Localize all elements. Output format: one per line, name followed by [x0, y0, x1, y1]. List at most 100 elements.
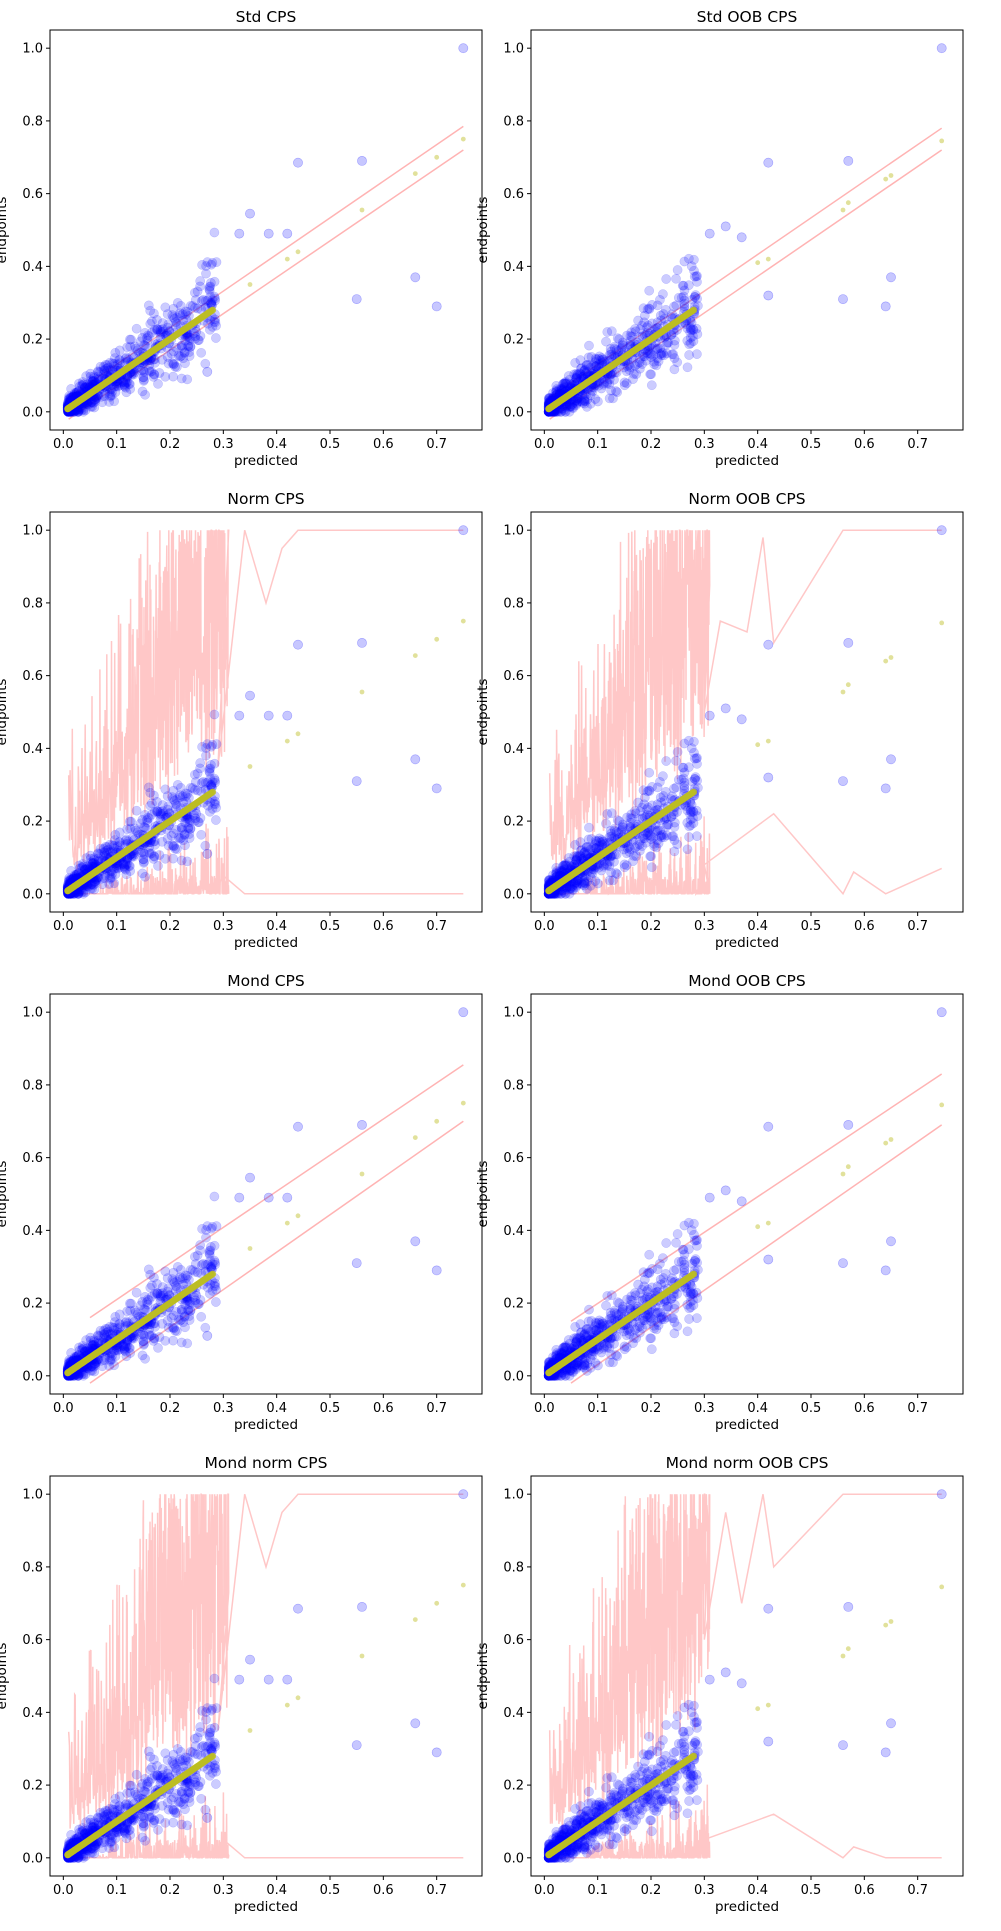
chart-5-x-ticks: 0.0 0.1 0.2 0.3 0.4 0.5 0.6 0.7	[53, 1394, 447, 1416]
x-tick-label: 0.5	[801, 919, 822, 934]
endpoint-point	[676, 292, 687, 303]
endpoint-point	[183, 341, 194, 352]
endpoint-point	[682, 817, 693, 828]
endpoint-point	[148, 836, 159, 847]
endpoint-point	[80, 864, 91, 875]
endpoint-point	[763, 157, 774, 168]
endpoint-point	[572, 369, 583, 380]
endpoint-point	[351, 1258, 362, 1268]
endpoint-point	[124, 1342, 134, 1353]
endpoint-point	[677, 280, 688, 291]
endpoint-point	[138, 376, 149, 386]
chart-3-y-axis-label: endpoints	[0, 679, 10, 746]
endpoint-point	[131, 323, 142, 334]
endpoint-point	[647, 318, 657, 329]
endpoint-point	[604, 856, 615, 867]
endpoint-point	[97, 397, 108, 408]
endpoint-point	[121, 869, 132, 880]
endpoint-point	[148, 354, 159, 365]
endpoint-point	[689, 254, 699, 265]
endpoint-point	[617, 821, 628, 832]
endpoint-point	[146, 1291, 157, 1302]
endpoint-point	[689, 747, 699, 758]
endpoint-point	[597, 357, 607, 368]
x-tick-label: 0.0	[53, 919, 74, 934]
x-tick-label: 0.5	[320, 437, 341, 452]
chart-2-endpoint-points	[543, 43, 947, 417]
endpoint-point	[678, 762, 689, 773]
endpoint-point	[684, 832, 694, 842]
endpoint-point	[112, 359, 123, 370]
endpoint-point	[211, 333, 221, 343]
endpoint-point	[194, 335, 204, 345]
endpoint-point	[140, 809, 150, 820]
endpoint-point	[689, 292, 700, 302]
endpoint-point	[152, 807, 163, 817]
endpoint-point	[114, 358, 125, 369]
endpoint-point	[552, 384, 562, 394]
endpoint-point	[594, 358, 605, 369]
endpoint-point	[110, 387, 121, 398]
endpoint-point	[642, 809, 653, 820]
endpoint-point	[575, 355, 586, 365]
endpoint-point	[120, 382, 131, 393]
endpoint-point	[661, 821, 672, 832]
endpoint-point	[85, 883, 96, 894]
endpoint-point	[671, 782, 682, 793]
endpoint-point	[624, 360, 634, 370]
endpoint-point	[129, 1331, 140, 1342]
endpoint-point	[204, 285, 215, 296]
endpoint-point	[101, 845, 112, 856]
endpoint-point	[149, 308, 159, 319]
endpoint-point	[111, 861, 122, 872]
endpoint-point	[185, 300, 196, 311]
endpoint-point	[685, 323, 696, 334]
chart-3-plot-area	[62, 525, 469, 899]
endpoint-point	[631, 369, 642, 379]
endpoint-point	[661, 756, 672, 766]
endpoint-point	[183, 1304, 194, 1315]
endpoint-point	[99, 847, 109, 857]
endpoint-point	[559, 378, 570, 389]
endpoint-point	[572, 875, 583, 886]
endpoint-point	[196, 829, 207, 840]
endpoint-point	[936, 525, 947, 536]
endpoint-point	[682, 323, 693, 334]
endpoint-point	[86, 375, 97, 386]
endpoint-point	[669, 353, 680, 363]
endpoint-point	[107, 387, 118, 397]
endpoint-point	[652, 317, 663, 328]
y-tick-label: 1.0	[503, 42, 524, 57]
endpoint-point	[559, 405, 570, 415]
endpoint-point	[576, 845, 587, 855]
endpoint-point	[582, 402, 592, 412]
endpoint-point	[119, 862, 130, 873]
endpoint-point	[569, 859, 580, 870]
endpoint-point	[685, 338, 696, 349]
x-tick-label: 0.0	[53, 437, 74, 452]
endpoint-point	[204, 284, 215, 294]
endpoint-point	[190, 295, 201, 305]
x-tick-label: 0.2	[160, 1401, 181, 1416]
endpoint-point	[551, 862, 562, 873]
endpoint-point	[627, 331, 637, 342]
endpoint-point	[152, 806, 163, 817]
endpoint-point	[644, 785, 654, 796]
chart-4-plot-area	[543, 525, 947, 899]
endpoint-point	[684, 339, 695, 350]
endpoint-point	[125, 384, 136, 394]
endpoint-point	[293, 157, 303, 168]
endpoint-point	[168, 359, 179, 370]
endpoint-point	[585, 872, 596, 883]
chart-1-interval-lower	[68, 149, 464, 420]
chart-4-y-axis-label: endpoints	[475, 679, 491, 746]
endpoint-point	[114, 837, 125, 847]
endpoint-point	[185, 332, 196, 343]
endpoint-point	[658, 348, 668, 358]
endpoint-point	[138, 365, 149, 376]
endpoint-point	[357, 638, 367, 648]
endpoint-point	[660, 304, 671, 315]
endpoint-point	[625, 844, 636, 855]
endpoint-point	[139, 374, 149, 385]
endpoint-point	[621, 860, 632, 871]
